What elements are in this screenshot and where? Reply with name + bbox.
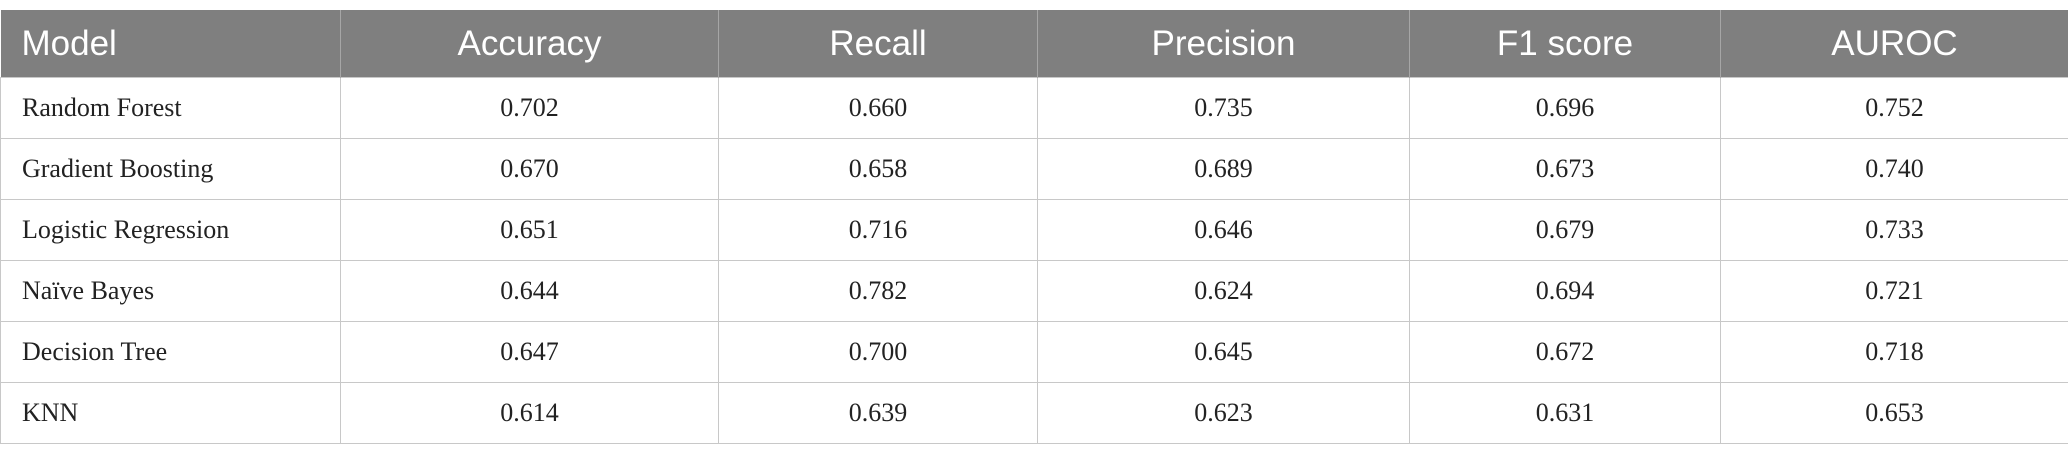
column-header: Precision <box>1037 10 1410 78</box>
model-name: Gradient Boosting <box>0 138 341 200</box>
table-row: KNN 0.614 0.639 0.623 0.631 0.653 <box>0 382 2068 444</box>
table-row: Random Forest 0.702 0.660 0.735 0.696 0.752 <box>0 77 2068 139</box>
table-row: Logistic Regression 0.651 0.716 0.646 0.679 0… <box>0 199 2068 261</box>
metric-cell: 0.658 <box>718 138 1038 200</box>
metric-cell: 0.670 <box>340 138 719 200</box>
model-name: Random Forest <box>0 77 341 139</box>
metric-cell: 0.696 <box>1409 77 1721 139</box>
metric-cell: 0.660 <box>718 77 1038 139</box>
metric-cell: 0.646 <box>1037 199 1410 261</box>
metric-cell: 0.644 <box>340 260 719 322</box>
metric-cell: 0.689 <box>1037 138 1410 200</box>
metric-cell: 0.639 <box>718 382 1038 444</box>
metric-cell: 0.733 <box>1720 199 2068 261</box>
metric-cell: 0.718 <box>1720 321 2068 383</box>
metric-cell: 0.752 <box>1720 77 2068 139</box>
column-header: Model <box>0 10 341 78</box>
metric-cell: 0.623 <box>1037 382 1410 444</box>
metric-cell: 0.782 <box>718 260 1038 322</box>
metric-cell: 0.614 <box>340 382 719 444</box>
table-body: Random Forest 0.702 0.660 0.735 0.696 0.752 Gr… <box>0 77 2068 444</box>
model-name: Logistic Regression <box>0 199 341 261</box>
column-header: AUROC <box>1720 10 2068 78</box>
metric-cell: 0.679 <box>1409 199 1721 261</box>
model-name: KNN <box>0 382 341 444</box>
model-name: Naïve Bayes <box>0 260 341 322</box>
column-header: Accuracy <box>340 10 719 78</box>
metric-cell: 0.673 <box>1409 138 1721 200</box>
metric-cell: 0.735 <box>1037 77 1410 139</box>
model-name: Decision Tree <box>0 321 341 383</box>
metric-cell: 0.653 <box>1720 382 2068 444</box>
column-header: Recall <box>718 10 1038 78</box>
column-header: F1 score <box>1409 10 1721 78</box>
metric-cell: 0.624 <box>1037 260 1410 322</box>
table-header: Model Accuracy Recall Precision F1 score AURO… <box>0 10 2068 78</box>
metric-cell: 0.651 <box>340 199 719 261</box>
table-row: Decision Tree 0.647 0.700 0.645 0.672 0.718 <box>0 321 2068 383</box>
metric-cell: 0.694 <box>1409 260 1721 322</box>
metric-cell: 0.647 <box>340 321 719 383</box>
table-row: Naïve Bayes 0.644 0.782 0.624 0.694 0.721 <box>0 260 2068 322</box>
metric-cell: 0.645 <box>1037 321 1410 383</box>
metric-cell: 0.740 <box>1720 138 2068 200</box>
results-table: Model Accuracy Recall Precision F1 score AURO… <box>0 10 2068 444</box>
header-row: Model Accuracy Recall Precision F1 score AURO… <box>0 10 2068 78</box>
table-row: Gradient Boosting 0.670 0.658 0.689 0.673 0.7… <box>0 138 2068 200</box>
metric-cell: 0.672 <box>1409 321 1721 383</box>
metric-cell: 0.721 <box>1720 260 2068 322</box>
metric-cell: 0.702 <box>340 77 719 139</box>
metric-cell: 0.716 <box>718 199 1038 261</box>
metric-cell: 0.700 <box>718 321 1038 383</box>
metric-cell: 0.631 <box>1409 382 1721 444</box>
